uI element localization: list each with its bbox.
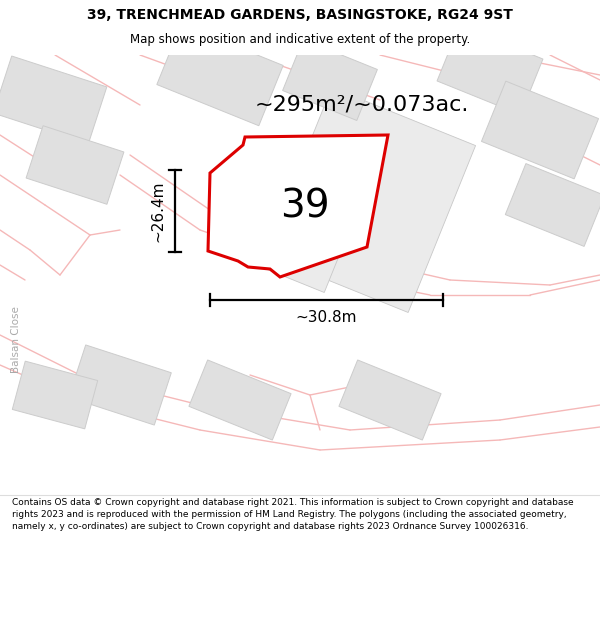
Polygon shape [265,88,476,312]
Polygon shape [481,81,599,179]
Text: 39: 39 [280,188,330,226]
Polygon shape [157,24,283,126]
Polygon shape [26,126,124,204]
Polygon shape [69,345,171,425]
Text: Map shows position and indicative extent of the property.: Map shows position and indicative extent… [130,33,470,46]
Polygon shape [0,56,107,144]
Text: Contains OS data © Crown copyright and database right 2021. This information is : Contains OS data © Crown copyright and d… [12,498,574,531]
Polygon shape [283,39,377,121]
Polygon shape [339,360,441,440]
Polygon shape [241,148,369,292]
Polygon shape [208,135,388,277]
Text: ~295m²/~0.073ac.: ~295m²/~0.073ac. [255,95,469,115]
Polygon shape [437,26,543,114]
Polygon shape [505,164,600,246]
Polygon shape [189,360,291,440]
Text: ~26.4m: ~26.4m [150,180,165,242]
Polygon shape [13,361,98,429]
Text: ~30.8m: ~30.8m [296,310,357,325]
Text: Balsan Close: Balsan Close [11,306,21,373]
Text: 39, TRENCHMEAD GARDENS, BASINGSTOKE, RG24 9ST: 39, TRENCHMEAD GARDENS, BASINGSTOKE, RG2… [87,8,513,22]
